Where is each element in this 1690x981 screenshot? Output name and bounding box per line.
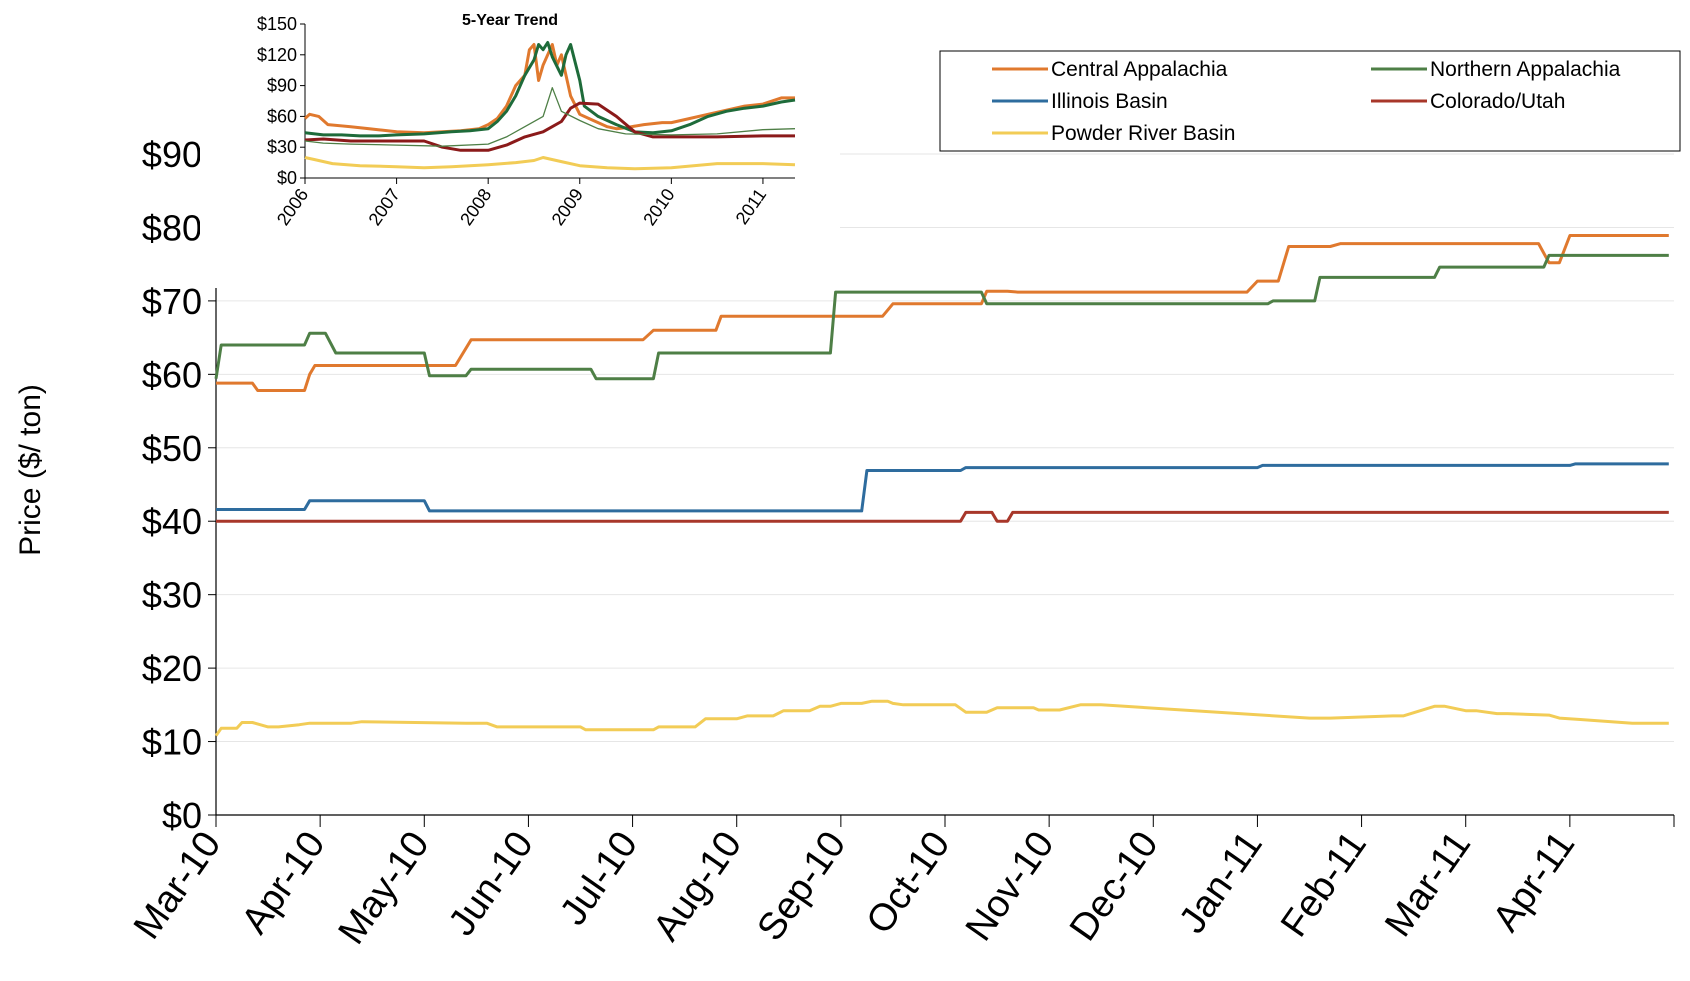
x-tick-label: Feb-11	[1273, 824, 1375, 944]
legend-label-illinois-basin: Illinois Basin	[1051, 90, 1168, 113]
x-tick-label: Mar-10	[126, 824, 229, 947]
x-tick-label: Dec-10	[1062, 824, 1167, 948]
legend: Central Appalachia Northern Appalachia I…	[939, 50, 1681, 152]
legend-item-powder-river-basin: Powder River Basin	[992, 122, 1235, 145]
x-tick-label: Mar-11	[1377, 824, 1479, 944]
x-tick-label: May-10	[331, 824, 438, 952]
x-tick-label: Jul-10	[552, 824, 646, 933]
x-tick-label: Sep-10	[750, 824, 855, 948]
inset-series-line-illinois-basin	[304, 87, 796, 147]
inset-series-line-central-appalachia	[303, 43, 795, 135]
series-line-illinois-basin	[216, 462, 1669, 513]
legend-item-colorado-utah: Colorado/Utah	[1371, 90, 1565, 113]
y-tick-label: $80	[142, 207, 202, 248]
series-line-powder-river-basin	[214, 699, 1669, 737]
series-line-northern-appalachia	[214, 253, 1669, 381]
series-line-colorado-utah	[216, 510, 1669, 523]
legend-label-powder-river-basin: Powder River Basin	[1051, 122, 1235, 145]
inset-series-lines	[303, 41, 796, 171]
inset-y-tick-label: $30	[267, 137, 297, 157]
inset-y-tick-label: $120	[257, 45, 297, 65]
x-tick-label: Jun-10	[441, 824, 542, 943]
inset-background	[200, 0, 840, 288]
x-tick-label: Nov-10	[958, 824, 1063, 948]
y-tick-label: $70	[142, 281, 202, 322]
y-tick-label: $30	[142, 575, 202, 616]
inset-y-tick-label: $90	[267, 76, 297, 96]
legend-item-northern-appalachia: Northern Appalachia	[1371, 58, 1621, 81]
x-tick-label: Aug-10	[645, 824, 750, 948]
inset-y-tick-label: $150	[257, 14, 297, 34]
y-tick-label: $0	[162, 795, 202, 836]
legend-label-colorado-utah: Colorado/Utah	[1430, 90, 1565, 113]
series-line-central-appalachia	[216, 234, 1669, 392]
inset-series-line-colorado-utah	[304, 101, 795, 152]
inset-y-tick-label: $0	[277, 168, 297, 188]
y-tick-label: $60	[142, 354, 202, 395]
y-tick-label: $10	[142, 722, 202, 763]
legend-label-central-appalachia: Central Appalachia	[1051, 58, 1228, 81]
inset-series-line-powder-river-basin	[304, 156, 796, 171]
x-tick-label: Apr-10	[234, 824, 334, 942]
x-tick-label: Oct-10	[859, 824, 959, 942]
x-tick-label: Apr-11	[1485, 824, 1583, 939]
inset-title: 5-Year Trend	[462, 12, 558, 29]
inset-series-line-northern-appalachia	[304, 41, 796, 138]
y-tick-label: $20	[142, 648, 202, 689]
y-axis-label: Price ($/ ton)	[14, 384, 47, 556]
legend-item-illinois-basin: Illinois Basin	[992, 90, 1168, 113]
y-tick-label: $50	[142, 428, 202, 469]
legend-item-central-appalachia: Central Appalachia	[992, 58, 1228, 81]
legend-label-northern-appalachia: Northern Appalachia	[1430, 58, 1621, 81]
main-series-lines	[214, 234, 1669, 737]
legend-box	[939, 50, 1681, 152]
y-tick-label: $90	[142, 134, 202, 175]
y-tick-label: $40	[142, 501, 202, 542]
inset-y-tick-label: $60	[267, 106, 297, 126]
x-tick-label: Jan-11	[1171, 824, 1270, 941]
